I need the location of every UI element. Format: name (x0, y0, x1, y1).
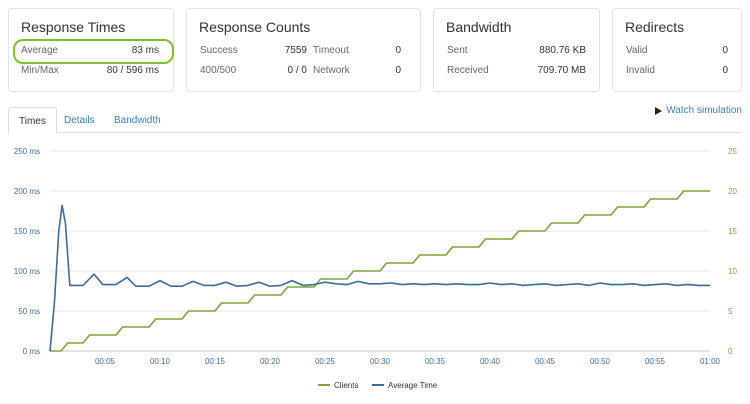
sent-label: Sent (447, 45, 468, 56)
legend-label-average-time: Average Time (388, 381, 438, 390)
x-tick-label: 00:50 (590, 357, 611, 366)
y-right-tick-label: 25 (728, 147, 737, 156)
y-right-tick-label: 15 (728, 227, 737, 236)
y-right-tick-label: 20 (728, 187, 737, 196)
errors-value: 0 / 0 (287, 65, 307, 76)
sent-value: 880.76 KB (539, 45, 586, 56)
x-tick-label: 00:10 (150, 357, 171, 366)
timeout-value: 0 (395, 45, 401, 56)
tab-times[interactable]: Times (8, 107, 57, 134)
minmax-value: 80 / 596 ms (106, 65, 159, 76)
errors-label: 400/500 (200, 65, 237, 76)
play-icon (655, 106, 663, 115)
tab-bandwidth[interactable]: Bandwidth (114, 115, 161, 126)
average-label: Average (21, 45, 59, 56)
y-left-tick-label: 200 ms (14, 187, 40, 196)
received-value: 709.70 MB (537, 65, 586, 76)
success-label: Success (200, 45, 238, 56)
x-tick-label: 01:00 (700, 357, 721, 366)
y-right-tick-label: 5 (728, 307, 733, 316)
average-value: 83 ms (131, 45, 159, 56)
watch-simulation-label: Watch simulation (666, 105, 742, 116)
tab-details[interactable]: Details (64, 115, 95, 126)
response-counts-card: Response Counts Success 7559 Timeout 0 4… (186, 8, 421, 92)
x-tick-label: 00:15 (205, 357, 226, 366)
network-value: 0 (395, 65, 401, 76)
bandwidth-title: Bandwidth (446, 19, 512, 35)
success-value: 7559 (284, 45, 307, 56)
x-tick-label: 00:05 (95, 357, 116, 366)
bandwidth-card: Bandwidth Sent 880.76 KB Received 709.70… (433, 8, 600, 92)
invalid-label: Invalid (626, 65, 655, 76)
redirects-card: Redirects Valid 0 Invalid 0 (612, 8, 742, 92)
y-right-tick-label: 0 (728, 347, 733, 356)
chart-tabs: Times Details Bandwidth (8, 103, 742, 134)
y-left-tick-label: 250 ms (14, 147, 40, 156)
received-label: Received (447, 65, 489, 76)
minmax-label: Min/Max (21, 65, 59, 76)
x-tick-label: 00:55 (645, 357, 666, 366)
legend-label-clients: Clients (334, 381, 358, 390)
y-left-tick-label: 150 ms (14, 227, 40, 236)
x-tick-label: 00:40 (480, 357, 501, 366)
invalid-value: 0 (722, 65, 728, 76)
series-line-average-time (49, 204, 710, 352)
y-right-tick-label: 10 (728, 267, 737, 276)
y-left-tick-label: 50 ms (18, 307, 40, 316)
valid-label: Valid (626, 45, 648, 56)
average-highlight (13, 39, 174, 64)
response-times-card: Response Times Average 83 ms Min/Max 80 … (8, 8, 174, 92)
x-tick-label: 00:30 (370, 357, 391, 366)
watch-simulation-link[interactable]: Watch simulation (655, 105, 742, 116)
network-label: Network (313, 65, 350, 76)
y-left-tick-label: 100 ms (14, 267, 40, 276)
x-tick-label: 00:35 (425, 357, 446, 366)
timeout-label: Timeout (313, 45, 349, 56)
redirects-title: Redirects (625, 19, 685, 35)
valid-value: 0 (722, 45, 728, 56)
series-line-clients (50, 190, 710, 352)
x-tick-label: 00:45 (535, 357, 556, 366)
x-tick-label: 00:20 (260, 357, 281, 366)
y-left-tick-label: 0 ms (23, 347, 40, 356)
response-counts-title: Response Counts (199, 19, 311, 35)
response-times-title: Response Times (21, 19, 126, 35)
x-tick-label: 00:25 (315, 357, 336, 366)
